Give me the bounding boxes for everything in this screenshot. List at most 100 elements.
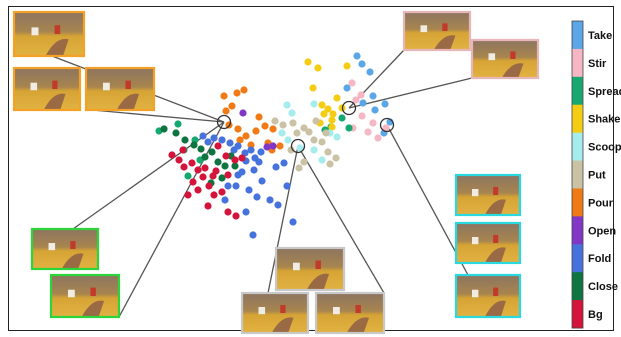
point-put: [279, 121, 287, 129]
point-take: [366, 68, 374, 76]
point-spread: [174, 120, 182, 128]
point-pour: [220, 92, 228, 100]
thumbnail-border: [30, 227, 100, 271]
thumbnail-object: [488, 53, 496, 61]
point-bg: [201, 164, 209, 172]
point-stir: [358, 112, 366, 120]
point-pour: [236, 136, 244, 144]
point-bg: [175, 156, 183, 164]
thumbnail-object: [293, 262, 300, 271]
thumbnail-object: [54, 25, 61, 34]
thumbnail-object: [52, 80, 58, 89]
highlight-circle: [216, 114, 232, 130]
point-stir: [348, 79, 356, 87]
point-fold: [221, 196, 229, 204]
point-fold: [232, 182, 240, 190]
point-bg: [189, 178, 197, 186]
thumbnail-image: [51, 275, 119, 317]
point-spread: [338, 114, 346, 122]
point-put: [312, 117, 320, 125]
point-fold: [242, 208, 250, 216]
point-take: [353, 52, 361, 60]
thumbnail-hand: [43, 93, 66, 110]
thumbnail-object: [510, 51, 516, 59]
point-scoop: [296, 144, 304, 152]
point-close: [201, 153, 209, 161]
legend-swatch-spread: [572, 76, 583, 106]
point-open: [263, 143, 271, 151]
point-stir: [382, 124, 390, 132]
point-fold: [255, 158, 263, 166]
point-fold: [283, 182, 291, 190]
legend-swatch-fold: [572, 244, 583, 273]
thumbnail-border: [454, 273, 522, 319]
point-fold: [210, 134, 218, 142]
point-shake: [318, 101, 326, 109]
callout-line: [267, 145, 299, 294]
thumbnail-object: [258, 307, 266, 315]
point-fold: [253, 193, 261, 201]
thumbnail-frame: [314, 291, 386, 335]
point-pour: [276, 142, 284, 150]
point-shake: [304, 58, 312, 66]
point-take: [381, 100, 389, 108]
thumbnail-border: [12, 10, 86, 58]
point-shake: [343, 62, 351, 70]
point-fold: [234, 171, 242, 179]
point-open: [269, 142, 277, 150]
highlight-circle: [379, 117, 395, 133]
thumbnail-border: [454, 221, 522, 265]
legend-label-open: Open: [588, 225, 616, 237]
thumbnail-image: [14, 68, 80, 110]
thumbnail-border: [84, 66, 156, 112]
thumbnail-object: [315, 260, 321, 269]
thumbnail-hand: [501, 63, 524, 78]
thumbnail-object: [442, 23, 448, 31]
point-bg: [205, 182, 213, 190]
point-close: [197, 145, 205, 153]
point-pour: [252, 127, 260, 135]
legend-colorbar: Take Stir Spread Shake Scoop Put Pour Open Fold C…: [571, 20, 621, 329]
point-pour: [247, 141, 255, 149]
legend-label-shake: Shake: [588, 114, 620, 126]
point-put: [300, 158, 308, 166]
highlight-circles: [216, 100, 395, 154]
legend-swatch-shake: [572, 104, 583, 134]
thumbnail-object: [333, 307, 340, 315]
video-thumbnails: [12, 10, 540, 335]
point-put: [293, 129, 301, 137]
point-bg: [231, 156, 239, 164]
point-fold: [257, 148, 265, 156]
point-close: [231, 162, 239, 170]
thumbnail-frame: [12, 66, 82, 112]
point-spread: [184, 172, 192, 180]
point-pour: [242, 132, 250, 140]
thumbnail-border: [454, 173, 522, 217]
point-bg: [179, 146, 187, 154]
point-shake: [329, 110, 337, 118]
point-fold: [272, 163, 280, 171]
thumbnail-object: [68, 289, 75, 298]
point-put: [326, 160, 334, 168]
thumbnail-object: [31, 27, 39, 36]
point-pour: [240, 86, 248, 94]
thumbnail-object: [70, 241, 76, 249]
point-pour: [228, 102, 236, 110]
point-fold: [280, 159, 288, 167]
point-scoop: [310, 100, 318, 108]
point-bg: [222, 152, 230, 160]
point-bg: [184, 191, 192, 199]
point-shake: [328, 123, 336, 131]
point-stir: [364, 128, 372, 136]
thumbnail-image: [14, 12, 84, 56]
point-shake: [314, 64, 322, 72]
legend-label-close: Close: [588, 281, 618, 293]
callout-line: [118, 121, 225, 318]
point-bg: [218, 188, 226, 196]
point-take: [369, 92, 377, 100]
legend-swatch-take: [572, 21, 583, 50]
callout-line: [91, 109, 225, 123]
point-scoop: [333, 133, 341, 141]
thumbnail-frame: [49, 273, 121, 319]
thumbnail-image: [276, 248, 344, 290]
